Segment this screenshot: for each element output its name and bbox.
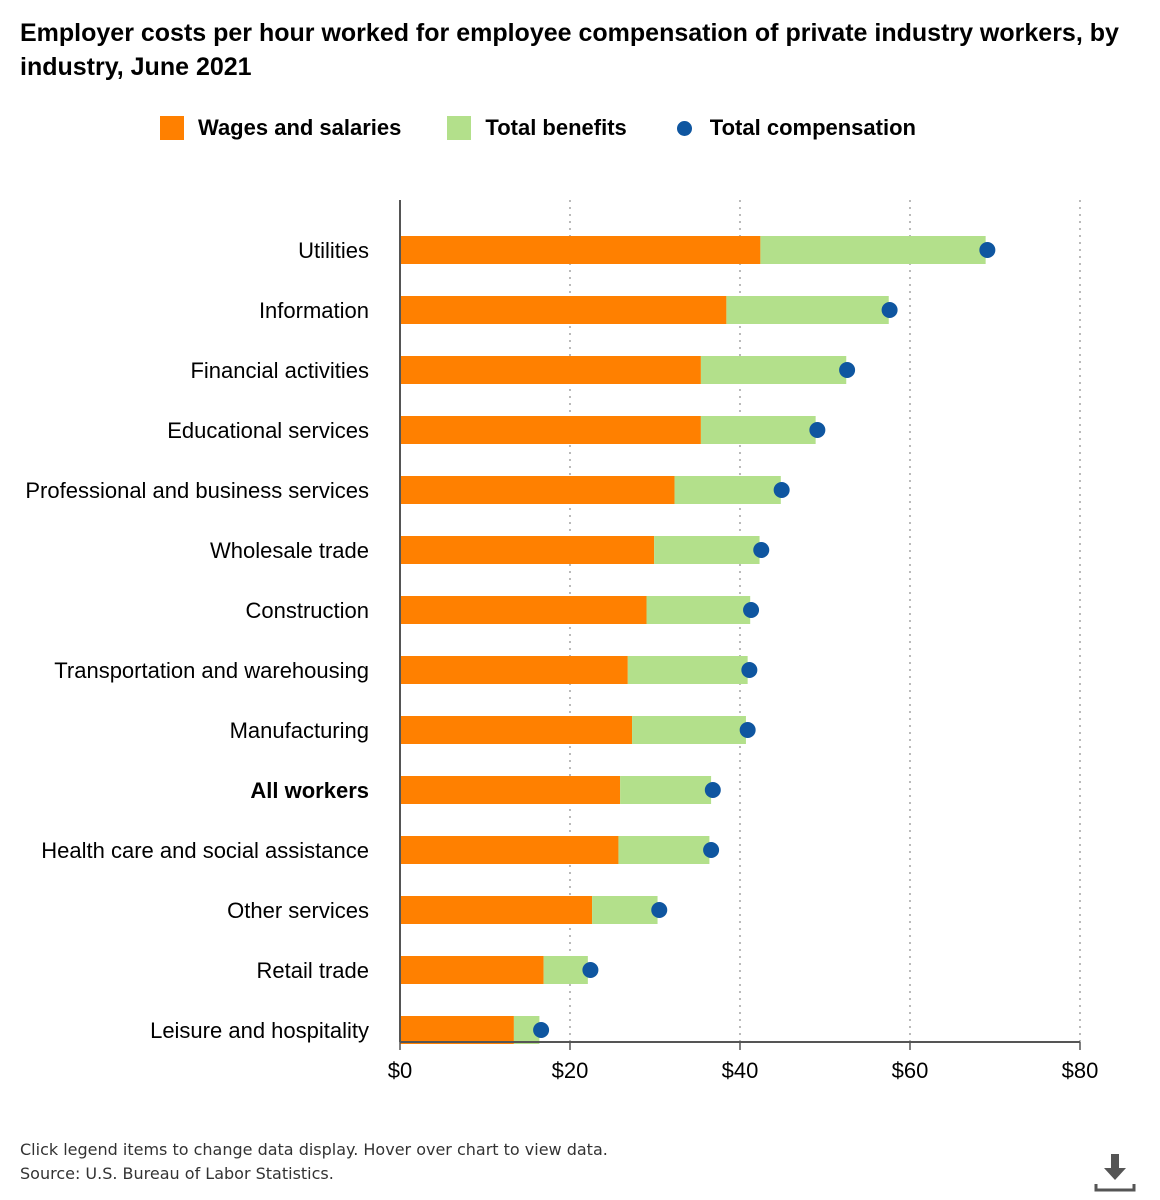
x-tick-label-40: $40 <box>722 1058 759 1083</box>
legend-item-wages-and-salaries[interactable]: Wages and salaries <box>160 115 401 141</box>
bar-wages-professional-and-business-services[interactable] <box>400 476 675 504</box>
x-tick-label-20: $20 <box>552 1058 589 1083</box>
category-label-health-care-and-social-assistance: Health care and social assistance <box>41 838 369 863</box>
category-label-information: Information <box>259 298 369 323</box>
dot-total-transportation-and-warehousing[interactable] <box>741 662 758 678</box>
category-label-transportation-and-warehousing: Transportation and warehousing <box>54 658 369 683</box>
legend-item-total-benefits[interactable]: Total benefits <box>447 115 627 141</box>
dot-total-manufacturing[interactable] <box>739 722 756 738</box>
footer-source: Source: U.S. Bureau of Labor Statistics. <box>20 1164 334 1183</box>
footer-note: Click legend items to change data displa… <box>20 1140 608 1159</box>
bar-benefits-retail-trade[interactable] <box>543 956 588 984</box>
dot-total-other-services[interactable] <box>651 902 668 918</box>
legend: Wages and salaries Total benefits Total … <box>160 112 962 144</box>
bar-wages-health-care-and-social-assistance[interactable] <box>400 836 619 864</box>
dot-total-information[interactable] <box>881 302 898 318</box>
download-icon[interactable] <box>1092 1150 1138 1194</box>
category-label-professional-and-business-services: Professional and business services <box>25 478 369 503</box>
x-tick-label-60: $60 <box>892 1058 929 1083</box>
category-label-manufacturing: Manufacturing <box>230 718 369 743</box>
dot-total-wholesale-trade[interactable] <box>753 542 770 558</box>
category-label-financial-activities: Financial activities <box>190 358 369 383</box>
bar-benefits-health-care-and-social-assistance[interactable] <box>618 836 710 864</box>
category-label-educational-services: Educational services <box>167 418 369 443</box>
chart-footer: Click legend items to change data displa… <box>20 1138 608 1186</box>
bar-wages-information[interactable] <box>400 296 727 324</box>
bar-wages-financial-activities[interactable] <box>400 356 701 384</box>
dot-total-all-workers[interactable] <box>704 782 721 798</box>
bar-benefits-educational-services[interactable] <box>700 416 816 444</box>
bar-benefits-utilities[interactable] <box>760 236 986 264</box>
x-tick-label-80: $80 <box>1062 1058 1099 1083</box>
legend-label-wages: Wages and salaries <box>198 115 402 140</box>
bar-benefits-financial-activities[interactable] <box>700 356 847 384</box>
bar-wages-leisure-and-hospitality[interactable] <box>400 1016 514 1044</box>
bar-wages-educational-services[interactable] <box>400 416 701 444</box>
legend-label-compensation: Total compensation <box>709 115 916 140</box>
dot-total-educational-services[interactable] <box>809 422 826 438</box>
dot-total-financial-activities[interactable] <box>839 362 856 378</box>
bar-benefits-all-workers[interactable] <box>620 776 712 804</box>
legend-swatch-benefits <box>447 116 472 140</box>
dot-total-leisure-and-hospitality[interactable] <box>533 1022 550 1038</box>
legend-swatch-compensation <box>676 120 692 136</box>
legend-swatch-wages <box>160 116 184 140</box>
bar-wages-construction[interactable] <box>400 596 647 624</box>
category-label-construction: Construction <box>245 598 369 623</box>
bar-benefits-transportation-and-warehousing[interactable] <box>627 656 748 684</box>
chart-title: Employer costs per hour worked for emplo… <box>20 19 1119 81</box>
bar-wages-retail-trade[interactable] <box>400 956 544 984</box>
bar-wages-wholesale-trade[interactable] <box>400 536 655 564</box>
legend-label-benefits: Total benefits <box>485 115 627 140</box>
bar-benefits-other-services[interactable] <box>592 896 658 924</box>
category-label-other-services: Other services <box>227 898 369 923</box>
dot-total-health-care-and-social-assistance[interactable] <box>703 842 720 858</box>
dot-total-professional-and-business-services[interactable] <box>773 482 790 498</box>
x-tick-label-0: $0 <box>388 1058 412 1083</box>
bar-wages-other-services[interactable] <box>400 896 593 924</box>
bar-benefits-construction[interactable] <box>646 596 751 624</box>
dot-total-retail-trade[interactable] <box>582 962 599 978</box>
bar-wages-transportation-and-warehousing[interactable] <box>400 656 628 684</box>
dot-total-utilities[interactable] <box>979 242 996 258</box>
bar-chart[interactable]: Utilities Information Financial activities… <box>0 180 1160 1100</box>
category-label-utilities: Utilities <box>298 238 369 263</box>
bar-benefits-manufacturing[interactable] <box>632 716 746 744</box>
bar-wages-manufacturing[interactable] <box>400 716 633 744</box>
category-label-wholesale-trade: Wholesale trade <box>210 538 369 563</box>
dot-total-construction[interactable] <box>743 602 760 618</box>
bar-benefits-professional-and-business-services[interactable] <box>674 476 781 504</box>
bar-wages-all-workers[interactable] <box>400 776 621 804</box>
legend-item-total-compensation[interactable]: Total compensation <box>673 115 916 141</box>
bar-benefits-wholesale-trade[interactable] <box>654 536 760 564</box>
category-label-leisure-and-hospitality: Leisure and hospitality <box>150 1018 369 1043</box>
category-label-all-workers: All workers <box>250 778 369 803</box>
bar-wages-utilities[interactable] <box>400 236 761 264</box>
bar-benefits-information[interactable] <box>726 296 889 324</box>
category-label-retail-trade: Retail trade <box>256 958 369 983</box>
